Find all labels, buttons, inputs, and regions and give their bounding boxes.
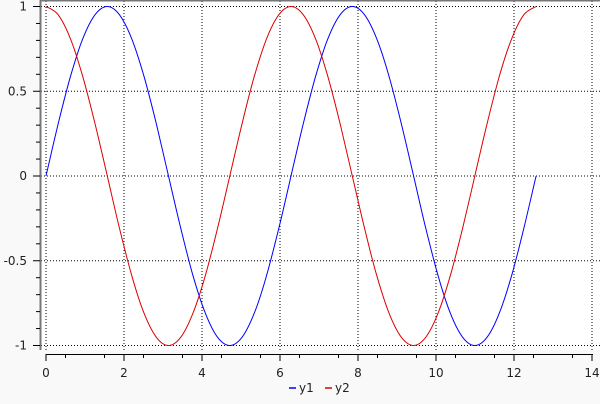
y-tick-label: -0.5 <box>4 254 27 268</box>
series-group <box>45 5 537 347</box>
legend-label-y2: y2 <box>335 381 350 395</box>
y-tick-label: 0 <box>19 169 27 183</box>
x-tick-label: 6 <box>276 366 284 380</box>
y-tick-label: 0.5 <box>8 84 27 98</box>
series-line-y1 <box>45 5 537 347</box>
y-tick-label: -1 <box>15 339 27 353</box>
x-tick-label: 10 <box>428 366 443 380</box>
x-tick-label: 0 <box>42 366 50 380</box>
y-tick-label: 1 <box>19 0 27 14</box>
legend: y1 y2 <box>289 381 350 395</box>
x-tick-label: 12 <box>506 366 521 380</box>
x-tick-label: 2 <box>120 366 128 380</box>
legend-label-y1: y1 <box>299 381 314 395</box>
y-axis: -1 -0.5 0 0.5 1 <box>4 0 40 353</box>
series-line-y2 <box>45 5 537 347</box>
x-tick-label: 4 <box>198 366 206 380</box>
x-axis: 0 2 4 6 8 10 12 14 <box>42 354 600 380</box>
x-tick-label: 8 <box>354 366 362 380</box>
x-tick-label: 14 <box>584 366 599 380</box>
